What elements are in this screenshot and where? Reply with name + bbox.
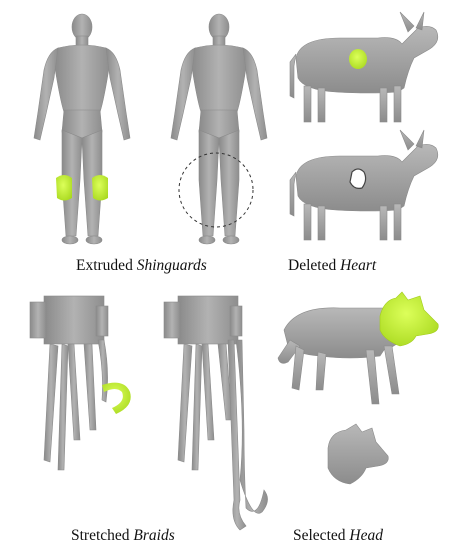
caption-prefix: Extruded: [76, 257, 137, 274]
heart-hole: [349, 168, 367, 189]
braid-highlight: [102, 382, 131, 414]
heart-highlight: [349, 49, 367, 69]
separated-head-mesh: [327, 423, 389, 485]
caption-emphasis: Shinguards: [136, 257, 207, 274]
caption-emphasis: Heart: [340, 257, 377, 274]
caption-heart: Deleted Heart: [288, 257, 376, 275]
caption-emphasis: Head: [349, 527, 383, 544]
wolf-mesh: [277, 307, 411, 405]
braid-mesh-left: [29, 295, 109, 471]
human-mesh-left: [33, 13, 131, 245]
caption-shinguards: Extruded Shinguards: [76, 257, 207, 275]
donkey-mesh-bottom: [289, 129, 439, 241]
caption-braids: Stretched Braids: [71, 527, 175, 545]
caption-prefix: Stretched: [71, 527, 134, 544]
zoom-circle: [178, 152, 254, 228]
caption-prefix: Deleted: [288, 257, 341, 274]
braid-mesh-right: [163, 295, 268, 531]
caption-emphasis: Braids: [133, 527, 175, 544]
shinguard-highlight: [56, 175, 108, 201]
caption-head: Selected Head: [293, 527, 383, 545]
donkey-mesh-top: [289, 11, 439, 123]
caption-prefix: Selected: [293, 527, 350, 544]
human-mesh-right: [170, 13, 268, 245]
wolf-head-highlight: [379, 291, 439, 347]
